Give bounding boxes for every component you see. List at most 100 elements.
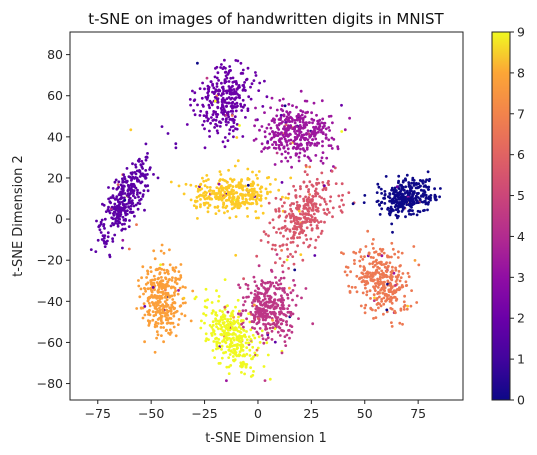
point-digit-9 [225,336,229,340]
point-digit-1 [123,192,127,195]
point-digit-1 [125,202,128,206]
point-digit-5 [305,199,309,203]
point-digit-6 [373,251,376,254]
point-digit-3 [295,142,299,146]
point-digit-9 [285,258,289,262]
point-digit-2 [234,105,238,109]
point-digit-7 [158,295,162,299]
point-digit-7 [149,286,153,290]
point-digit-5 [303,215,307,219]
point-digit-4 [258,327,262,330]
point-digit-7 [181,285,185,289]
point-digit-5 [295,227,299,231]
point-digit-8 [236,198,239,202]
point-digit-5 [309,223,313,227]
point-digit-3 [299,147,302,151]
point-digit-8 [224,194,228,198]
point-digit-6 [394,268,398,272]
point-digit-3 [294,137,297,141]
point-digit-3 [327,144,331,148]
point-digit-8 [228,216,232,220]
point-digit-8 [199,193,202,197]
point-digit-3 [318,128,321,132]
point-digit-2 [231,80,235,84]
point-digit-9 [226,318,230,321]
point-digit-3 [310,130,314,134]
point-digit-4 [241,296,245,299]
point-digit-5 [287,192,291,196]
point-digit-4 [243,300,247,303]
point-digit-3 [320,121,324,125]
point-digit-5 [330,169,334,173]
point-digit-4 [272,284,276,288]
point-digit-6 [345,273,349,277]
point-digit-4 [260,334,264,337]
point-digit-7 [139,306,143,310]
point-digit-8 [266,176,269,180]
point-digit-9 [237,338,241,342]
point-digit-5 [306,197,310,201]
point-digit-5 [323,220,326,224]
point-digit-7 [160,287,164,290]
point-digit-6 [368,262,372,266]
point-digit-5 [283,201,286,205]
point-digit-9 [213,356,217,359]
point-digit-3 [273,163,277,166]
point-digit-4 [276,283,280,287]
point-digit-8 [195,196,199,199]
point-digit-4 [276,304,280,308]
point-digit-9 [242,328,246,332]
point-digit-3 [289,138,293,142]
point-digit-1 [106,231,110,235]
point-digit-4 [264,281,267,285]
point-digit-8 [284,196,288,200]
point-digit-7 [168,328,172,332]
point-digit-2 [140,159,144,163]
point-digit-9 [249,366,253,369]
point-digit-3 [260,125,264,128]
point-digit-3 [280,143,284,147]
point-digit-2 [231,117,235,121]
point-digit-8 [221,188,225,192]
point-digit-1 [128,219,131,222]
point-digit-8 [205,174,209,177]
point-digit-7 [160,276,163,279]
point-digit-9 [247,341,251,345]
point-digit-2 [250,82,254,86]
point-digit-4 [238,286,242,289]
point-digit-7 [158,306,161,310]
point-digit-8 [234,204,237,208]
point-digit-3 [292,145,296,149]
point-digit-0 [363,194,367,197]
point-digit-8 [241,200,245,204]
point-digit-7 [143,286,146,290]
point-digit-3 [315,144,319,147]
point-digit-3 [265,126,269,130]
point-digit-0 [421,182,425,185]
point-digit-3 [301,110,305,114]
point-digit-8 [196,217,199,220]
point-digit-4 [263,310,267,314]
point-digit-9 [229,364,233,367]
point-digit-0 [423,208,426,212]
point-digit-7 [178,286,182,290]
point-digit-7 [160,243,164,247]
point-digit-6 [393,290,396,294]
point-digit-1 [121,185,125,188]
point-digit-8 [196,187,200,191]
point-digit-2 [218,120,221,124]
point-digit-8 [244,184,247,188]
point-digit-8 [219,173,223,176]
point-digit-3 [327,115,331,118]
point-digit-4 [283,291,287,294]
point-digit-6 [396,275,400,279]
point-digit-2 [211,82,215,86]
point-digit-5 [291,227,295,231]
point-digit-0 [362,201,366,205]
point-digit-8 [229,200,233,204]
point-digit-6 [401,272,405,275]
point-digit-9 [214,319,218,322]
point-digit-3 [289,155,292,159]
point-digit-7 [162,340,166,344]
point-digit-0 [418,210,422,214]
